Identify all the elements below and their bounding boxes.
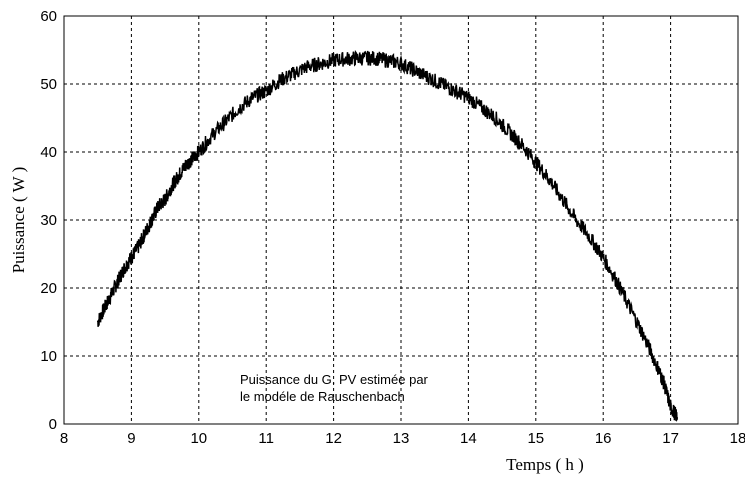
annotation-line-2: le modéle de Rauschenbach	[240, 389, 405, 404]
x-tick-label: 11	[258, 430, 274, 447]
x-tick-label: 18	[730, 430, 745, 447]
x-tick-label: 13	[393, 430, 410, 447]
x-tick-labels: 8 9 10 11 12 13 14 15 16 17 18	[60, 430, 745, 447]
y-tick-labels: 0 10 20 30 40 50 60	[40, 8, 57, 433]
x-tick-label: 16	[595, 430, 612, 447]
x-tick-label: 8	[60, 430, 68, 447]
y-tick-label: 40	[40, 144, 57, 161]
x-tick-label: 12	[325, 430, 342, 447]
y-tick-label: 0	[49, 416, 57, 433]
y-tick-label: 50	[40, 76, 57, 93]
series-line	[98, 51, 678, 421]
y-axis-label: Puissance ( W )	[9, 167, 28, 274]
annotation-line-1: Puissance du G. PV estimée par	[240, 372, 429, 387]
x-tick-label: 15	[527, 430, 544, 447]
x-axis-label: Temps ( h )	[506, 455, 584, 474]
grid	[64, 16, 738, 424]
x-tick-label: 14	[460, 430, 477, 447]
x-tick-label: 17	[662, 430, 679, 447]
x-tick-label: 9	[127, 430, 135, 447]
y-tick-label: 60	[40, 8, 57, 25]
y-tick-label: 20	[40, 280, 57, 297]
y-tick-label: 30	[40, 212, 57, 229]
x-tick-label: 10	[190, 430, 207, 447]
y-tick-label: 10	[40, 348, 57, 365]
